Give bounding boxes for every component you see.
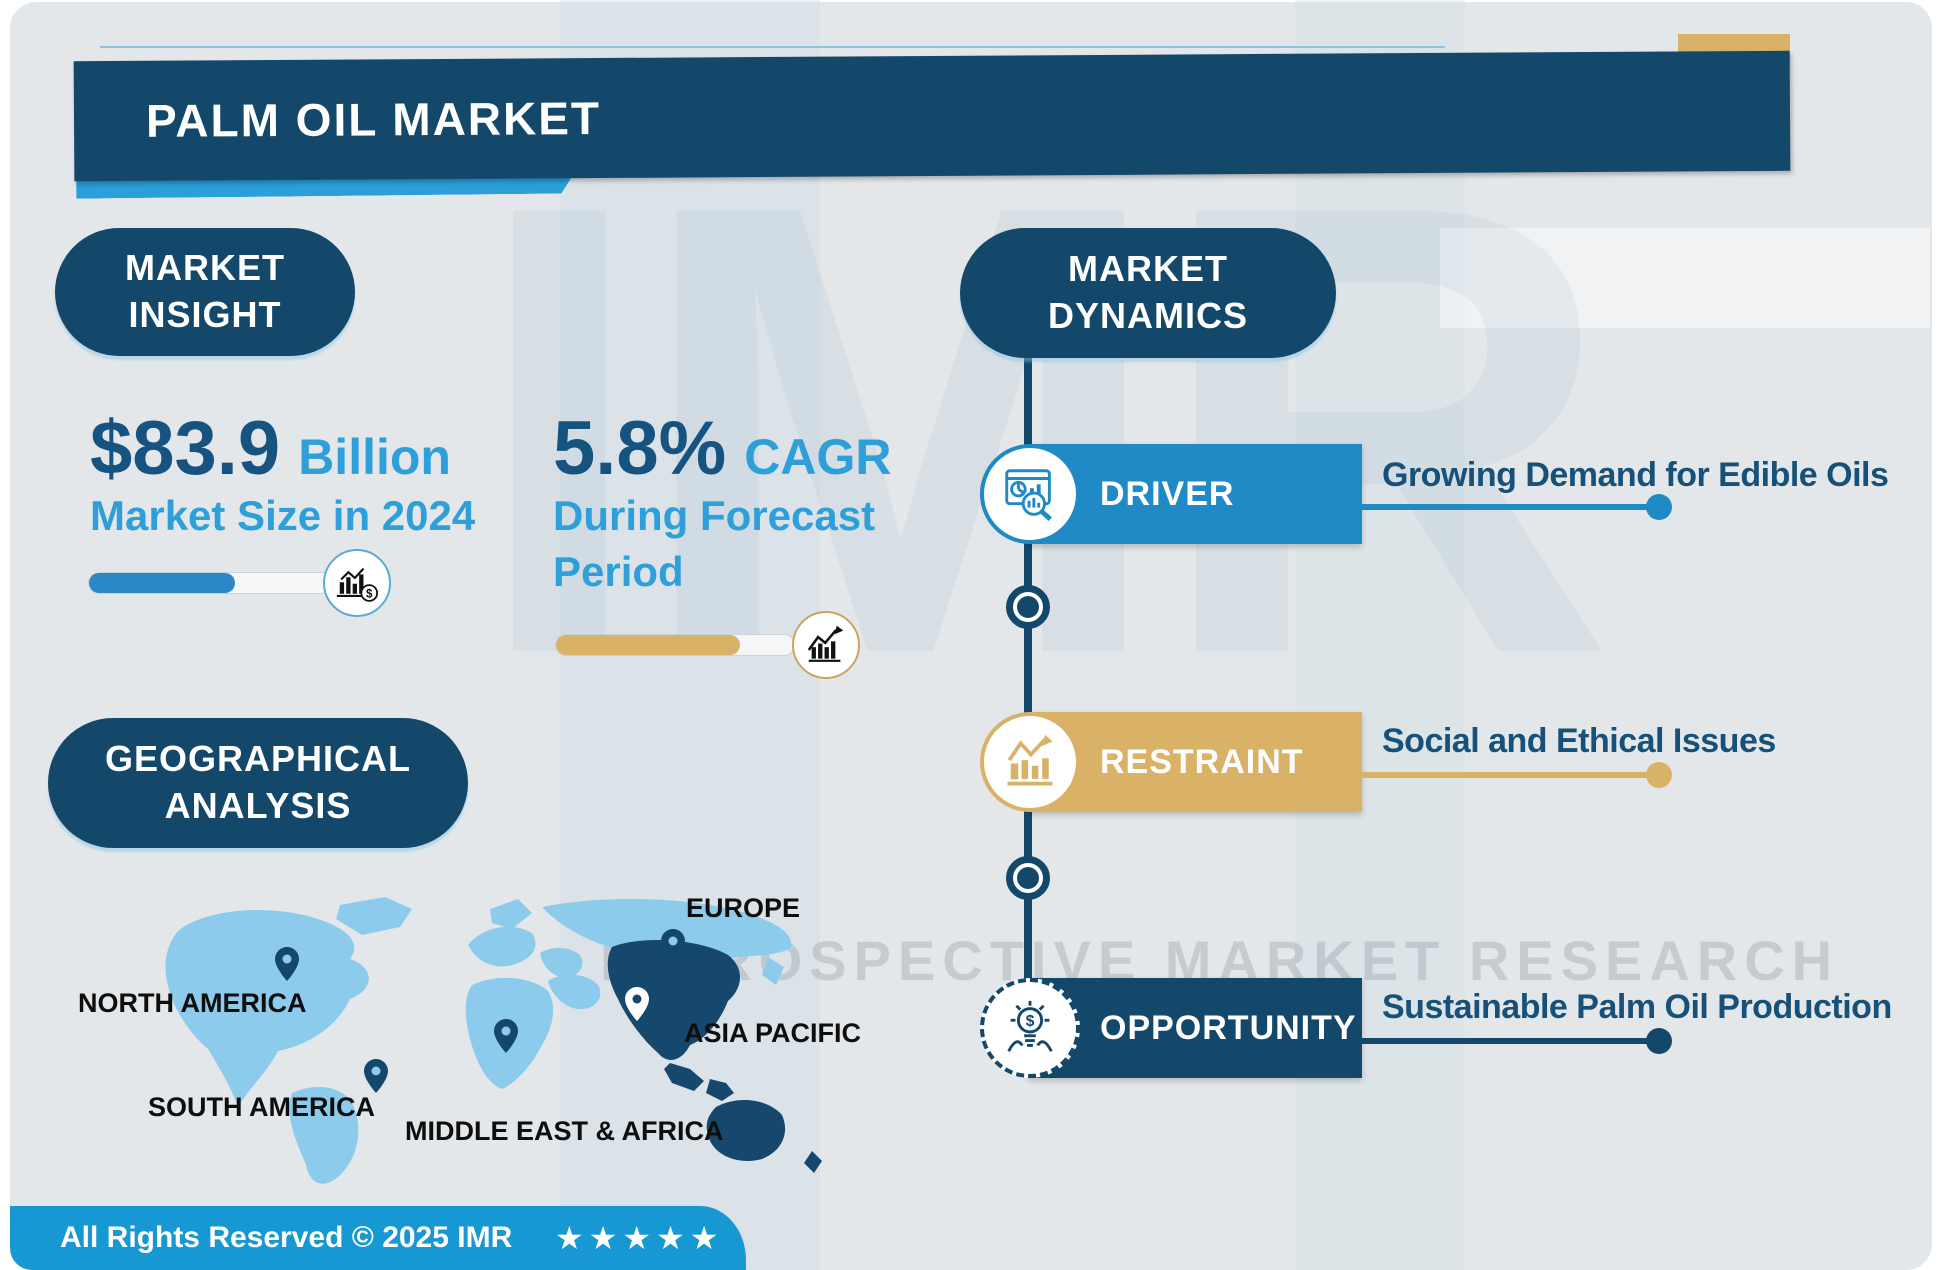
background-band [1440,228,1930,328]
map-pin-south-america [364,1059,388,1093]
map-middle-east [548,974,601,1010]
restraint-icon-circle [980,712,1080,812]
star-rating: ★★★★★ [555,1219,724,1257]
background-card [10,2,1932,1270]
badge-line: INSIGHT [128,294,282,335]
opportunity-text: Sustainable Palm Oil Production [1382,988,1892,1026]
growth-chart-icon [807,625,844,662]
restraint-text: Social and Ethical Issues [1382,722,1776,760]
market-dynamics-badge: MARKET DYNAMICS [960,228,1336,358]
map-label-asia-pacific: ASIA PACIFIC [684,1018,862,1048]
market-size-caption: Market Size in 2024 [90,492,476,539]
driver-icon-circle [980,444,1080,544]
map-new-zealand [804,1151,822,1173]
dynamics-connector-bullet [1006,856,1050,900]
map-japan [762,957,784,985]
driver-box: DRIVER [1028,444,1362,544]
map-greenland [336,897,412,935]
map-pin-north-america [275,947,299,981]
map-label-middle-east-africa: MIDDLE EAST & AFRICA [405,1116,724,1146]
cagr-unit: CAGR [744,429,892,485]
declining-chart-icon [1007,734,1053,786]
badge-line: GEOGRAPHICAL [104,738,411,780]
cagr-progress-fill [556,635,740,655]
map-label-south-america: SOUTH AMERICA [148,1092,375,1122]
market-size-progress [88,572,332,594]
map-asia-dark [607,940,741,1060]
map-se-asia-islands [664,1063,704,1091]
driver-text: Growing Demand for Edible Oils [1382,456,1889,494]
svg-text:$: $ [1026,1013,1035,1030]
idea-bulb-dollar-icon: $ [1007,1000,1053,1052]
map-central-asia [540,947,583,978]
badge-line: MARKET [1068,248,1228,290]
map-south-america [289,1086,359,1184]
market-size-progress-fill [89,573,235,593]
map-pin-africa [494,1019,518,1053]
cagr-progress [555,634,795,656]
map-label-north-america: NORTH AMERICA [78,988,307,1018]
cagr-number: 5.8% [553,406,727,491]
market-size-number: $83.9 [90,406,281,491]
badge-line: ANALYSIS [164,785,352,826]
opportunity-label: OPPORTUNITY [1100,1008,1357,1047]
geographical-analysis-badge: GEOGRAPHICAL ANALYSIS [48,718,468,848]
cagr-icon-circle [792,611,860,679]
dynamics-connector-line [1024,356,1032,1030]
restraint-label: RESTRAINT [1100,742,1304,781]
badge-line: DYNAMICS [1047,295,1248,336]
market-size-unit: Billion [298,429,451,485]
header-bar: PALM OIL MARKET [73,50,1791,182]
opportunity-pointer-line [1362,1038,1648,1044]
opportunity-box: OPPORTUNITY [1028,978,1362,1078]
cagr-caption-line2: Period [553,548,684,595]
map-scandinavia [490,899,532,929]
map-pin-europe [661,929,685,963]
market-size-icon-circle: $ [323,549,391,617]
map-se-asia-islands [706,1079,734,1101]
map-label-europe: EUROPE [686,893,801,923]
opportunity-icon-circle: $ [980,978,1080,1078]
analysis-magnifier-icon [1005,469,1052,521]
map-australia [706,1100,786,1161]
restraint-box: RESTRAINT [1028,712,1362,812]
world-map [165,897,822,1184]
cagr-caption-line1: During Forecast [553,492,876,539]
restraint-pointer-line [1362,772,1648,778]
map-north-america [165,909,369,1107]
map-pin-asia-pacific [625,987,649,1021]
footer-bar: All Rights Reserved © 2025 IMR ★★★★★ [10,1206,746,1270]
market-insight-badge: MARKET INSIGHT [55,228,355,356]
driver-pointer-line [1362,504,1648,510]
cagr-value: 5.8% CAGR [553,405,891,492]
dynamics-connector-bullet [1006,585,1050,629]
copyright-text: All Rights Reserved © 2025 IMR [60,1221,513,1254]
badge-line: MARKET [125,247,285,289]
map-europe [468,926,536,967]
driver-label: DRIVER [1100,474,1235,513]
svg-text:$: $ [366,588,373,600]
market-size-value: $83.9 Billion [90,405,451,492]
top-hairline [100,46,1445,48]
page-title: PALM OIL MARKET [145,92,602,147]
bar-chart-dollar-icon: $ [336,567,379,602]
